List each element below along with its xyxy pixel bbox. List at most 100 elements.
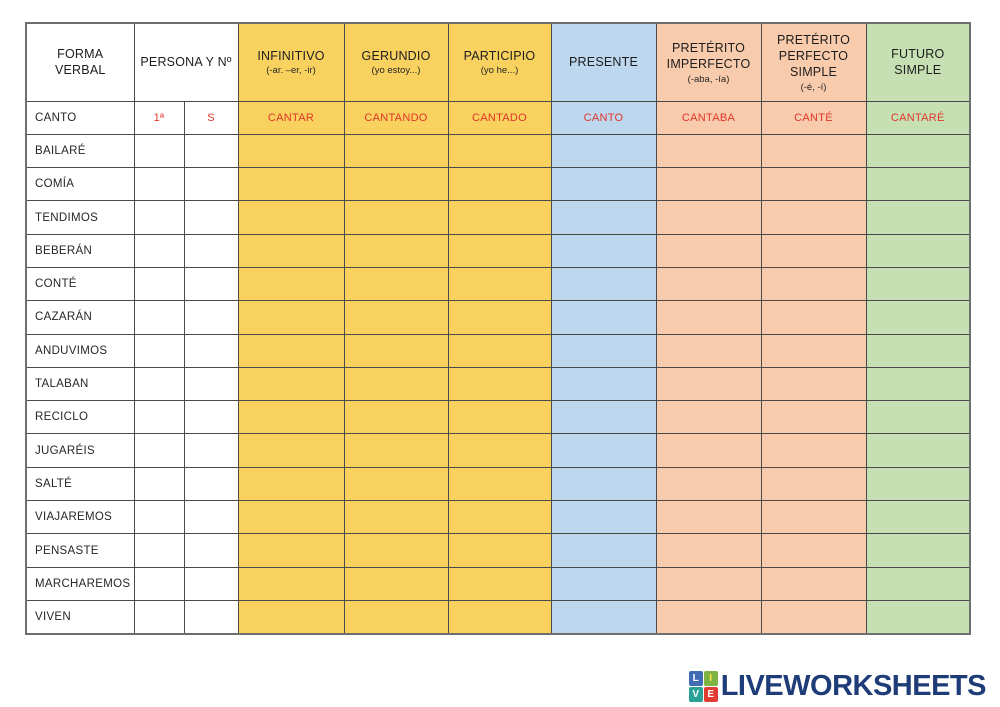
answer-cell[interactable] bbox=[655, 133, 762, 169]
answer-cell[interactable] bbox=[655, 366, 762, 402]
answer-cell[interactable] bbox=[343, 266, 449, 302]
answer-cell[interactable] bbox=[183, 599, 239, 635]
answer-cell[interactable] bbox=[655, 167, 762, 202]
answer-cell[interactable] bbox=[655, 300, 762, 335]
answer-cell[interactable] bbox=[447, 133, 552, 169]
answer-cell[interactable] bbox=[760, 500, 867, 535]
answer-cell[interactable] bbox=[133, 300, 185, 335]
answer-cell[interactable] bbox=[760, 566, 867, 601]
answer-cell[interactable] bbox=[655, 433, 762, 468]
answer-cell[interactable] bbox=[550, 333, 657, 368]
answer-cell[interactable] bbox=[550, 500, 657, 535]
answer-cell[interactable] bbox=[133, 433, 185, 468]
answer-cell[interactable] bbox=[447, 200, 552, 235]
answer-cell[interactable] bbox=[550, 366, 657, 402]
answer-cell[interactable] bbox=[550, 400, 657, 435]
answer-cell[interactable] bbox=[655, 333, 762, 368]
answer-cell[interactable] bbox=[447, 400, 552, 435]
answer-cell[interactable] bbox=[237, 266, 345, 302]
answer-cell[interactable] bbox=[343, 167, 449, 202]
answer-cell[interactable] bbox=[237, 167, 345, 202]
answer-cell[interactable] bbox=[550, 266, 657, 302]
answer-cell[interactable] bbox=[237, 233, 345, 268]
answer-cell[interactable] bbox=[760, 466, 867, 502]
answer-cell[interactable] bbox=[865, 533, 971, 568]
answer-cell[interactable] bbox=[183, 366, 239, 402]
answer-cell[interactable] bbox=[550, 599, 657, 635]
answer-cell[interactable] bbox=[133, 266, 185, 302]
answer-cell[interactable] bbox=[237, 466, 345, 502]
answer-cell[interactable] bbox=[133, 500, 185, 535]
answer-cell[interactable] bbox=[343, 200, 449, 235]
answer-cell[interactable] bbox=[865, 433, 971, 468]
answer-cell[interactable] bbox=[183, 300, 239, 335]
answer-cell[interactable] bbox=[865, 400, 971, 435]
answer-cell[interactable] bbox=[237, 333, 345, 368]
answer-cell[interactable] bbox=[183, 133, 239, 169]
answer-cell[interactable] bbox=[237, 599, 345, 635]
answer-cell[interactable] bbox=[237, 300, 345, 335]
answer-cell[interactable] bbox=[865, 500, 971, 535]
answer-cell[interactable] bbox=[183, 466, 239, 502]
answer-cell[interactable] bbox=[343, 599, 449, 635]
answer-cell[interactable] bbox=[760, 599, 867, 635]
answer-cell[interactable] bbox=[760, 333, 867, 368]
answer-cell[interactable] bbox=[237, 500, 345, 535]
answer-cell[interactable] bbox=[183, 500, 239, 535]
answer-cell[interactable] bbox=[183, 333, 239, 368]
answer-cell[interactable] bbox=[760, 433, 867, 468]
answer-cell[interactable] bbox=[133, 200, 185, 235]
answer-cell[interactable] bbox=[133, 533, 185, 568]
answer-cell[interactable] bbox=[343, 466, 449, 502]
answer-cell[interactable] bbox=[760, 533, 867, 568]
answer-cell[interactable] bbox=[655, 599, 762, 635]
answer-cell[interactable] bbox=[760, 133, 867, 169]
answer-cell[interactable] bbox=[550, 200, 657, 235]
answer-cell[interactable] bbox=[343, 400, 449, 435]
answer-cell[interactable] bbox=[865, 133, 971, 169]
answer-cell[interactable] bbox=[655, 566, 762, 601]
answer-cell[interactable] bbox=[237, 400, 345, 435]
answer-cell[interactable] bbox=[655, 233, 762, 268]
answer-cell[interactable] bbox=[183, 266, 239, 302]
answer-cell[interactable] bbox=[237, 366, 345, 402]
answer-cell[interactable] bbox=[447, 233, 552, 268]
answer-cell[interactable] bbox=[133, 599, 185, 635]
answer-cell[interactable] bbox=[447, 300, 552, 335]
answer-cell[interactable] bbox=[550, 300, 657, 335]
answer-cell[interactable] bbox=[760, 266, 867, 302]
answer-cell[interactable] bbox=[343, 366, 449, 402]
answer-cell[interactable] bbox=[865, 167, 971, 202]
answer-cell[interactable] bbox=[343, 433, 449, 468]
answer-cell[interactable] bbox=[237, 433, 345, 468]
answer-cell[interactable] bbox=[865, 333, 971, 368]
answer-cell[interactable] bbox=[550, 133, 657, 169]
answer-cell[interactable] bbox=[865, 366, 971, 402]
answer-cell[interactable] bbox=[865, 300, 971, 335]
answer-cell[interactable] bbox=[447, 466, 552, 502]
answer-cell[interactable] bbox=[447, 366, 552, 402]
answer-cell[interactable] bbox=[550, 533, 657, 568]
answer-cell[interactable] bbox=[447, 433, 552, 468]
answer-cell[interactable] bbox=[550, 466, 657, 502]
answer-cell[interactable] bbox=[237, 200, 345, 235]
answer-cell[interactable] bbox=[343, 333, 449, 368]
answer-cell[interactable] bbox=[865, 200, 971, 235]
answer-cell[interactable] bbox=[133, 366, 185, 402]
answer-cell[interactable] bbox=[760, 233, 867, 268]
answer-cell[interactable] bbox=[343, 233, 449, 268]
answer-cell[interactable] bbox=[447, 167, 552, 202]
answer-cell[interactable] bbox=[447, 599, 552, 635]
answer-cell[interactable] bbox=[183, 433, 239, 468]
answer-cell[interactable] bbox=[655, 200, 762, 235]
answer-cell[interactable] bbox=[760, 366, 867, 402]
answer-cell[interactable] bbox=[655, 266, 762, 302]
answer-cell[interactable] bbox=[550, 433, 657, 468]
answer-cell[interactable] bbox=[237, 566, 345, 601]
answer-cell[interactable] bbox=[183, 167, 239, 202]
answer-cell[interactable] bbox=[183, 566, 239, 601]
answer-cell[interactable] bbox=[760, 400, 867, 435]
answer-cell[interactable] bbox=[760, 300, 867, 335]
answer-cell[interactable] bbox=[447, 566, 552, 601]
